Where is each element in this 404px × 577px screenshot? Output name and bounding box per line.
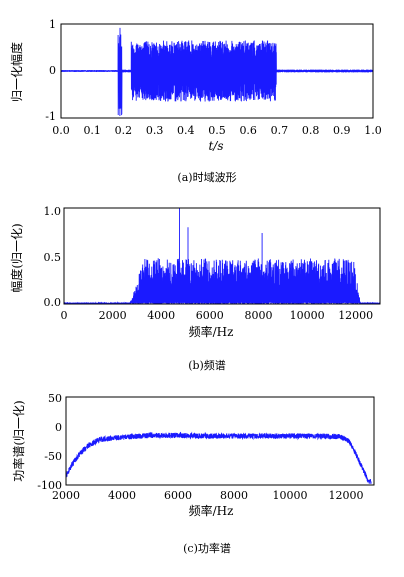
panel-c-xtick: 10000 <box>273 489 308 502</box>
panel-c-power-spectrum <box>66 431 372 485</box>
panel-a-xtick: 0.6 <box>239 124 257 137</box>
panel-a-ytick: 0 <box>49 64 56 77</box>
panel-a-waveform <box>61 27 373 117</box>
panel-c-xtick: 4000 <box>108 489 136 502</box>
panel-b-xtick: 10000 <box>290 309 325 322</box>
panel-c-ylabel: 功率谱(归一化) <box>11 400 26 481</box>
panel-b-xtick: 4000 <box>147 309 175 322</box>
panel-c-plot <box>66 431 372 485</box>
panel-a-xtick: 0.1 <box>83 124 101 137</box>
panel-a-xlabel: t/s <box>208 139 223 153</box>
panel-c-ytick: 0 <box>55 421 62 434</box>
panel-a-xtick: 0.7 <box>271 124 289 137</box>
panel-c-xlabel: 频率/Hz <box>189 503 234 518</box>
panel-c-xtick: 6000 <box>164 489 192 502</box>
panel-b: 1.0 0.5 0.0 幅度(归一化) 0 2000 4000 6000 800… <box>9 205 381 372</box>
panel-c-ytick: -50 <box>44 450 62 463</box>
panel-b-xtick: 6000 <box>196 309 224 322</box>
panel-b-xtick: 8000 <box>245 309 273 322</box>
panel-a-caption: (a)时域波形 <box>177 171 236 184</box>
panel-c-xtick: 2000 <box>52 489 80 502</box>
panel-a-xtick: 0.9 <box>333 124 351 137</box>
panel-a-ytick: 1 <box>49 18 56 31</box>
panel-a-xtick: 0.2 <box>115 124 133 137</box>
panel-b-xtick: 0 <box>61 309 68 322</box>
panel-c-frame <box>65 396 375 486</box>
panel-c-caption: (c)功率谱 <box>183 541 231 555</box>
panel-b-ylabel: 幅度(归一化) <box>9 223 24 292</box>
panel-b-ytick: 0.0 <box>44 296 62 309</box>
panel-c-ytick: -100 <box>37 479 62 492</box>
panel-a-xticks: 0.0 0.1 0.2 0.3 0.4 0.5 0.6 0.7 0.8 0.9 … <box>52 124 382 137</box>
panel-a-frame <box>60 23 374 119</box>
panel-c-xticks: 2000 4000 6000 8000 10000 12000 <box>52 489 364 502</box>
panel-a-ylabel: 归一化幅度 <box>9 42 24 102</box>
panel-b-xticks: 0 2000 4000 6000 8000 10000 12000 <box>61 309 374 322</box>
panel-a-xtick: 0.0 <box>52 124 70 137</box>
panel-a-xtick: 0.5 <box>208 124 226 137</box>
panel-c: 50 0 -50 -100 功率谱(归一化) 2000 4000 6000 80… <box>11 392 375 555</box>
panel-a-xtick: 0.3 <box>146 124 164 137</box>
panel-a-xtick: 0.8 <box>302 124 320 137</box>
panel-c-xtick: 8000 <box>220 489 248 502</box>
panel-b-spectrum <box>64 208 380 304</box>
panel-a-ytick: -1 <box>45 110 56 123</box>
panel-b-xtick: 2000 <box>99 309 127 322</box>
panel-a: 1 0 -1 归一化幅度 0.0 0.1 0.2 0.3 0.4 0.5 0.6… <box>9 18 382 184</box>
panel-b-xlabel: 频率/Hz <box>189 324 234 339</box>
panel-a-xtick: 0.4 <box>177 124 195 137</box>
panel-b-ytick: 1.0 <box>44 205 62 218</box>
panel-c-xtick: 12000 <box>329 489 364 502</box>
panel-b-ytick: 0.5 <box>44 251 62 264</box>
panel-a-plot <box>61 27 373 117</box>
panel-b-plot <box>64 208 380 304</box>
panel-b-frame <box>63 207 381 305</box>
panel-a-xtick: 1.0 <box>364 124 382 137</box>
panel-c-ytick: 50 <box>48 392 62 405</box>
panel-b-xtick: 12000 <box>338 309 373 322</box>
panel-b-caption: (b)频谱 <box>188 358 226 372</box>
